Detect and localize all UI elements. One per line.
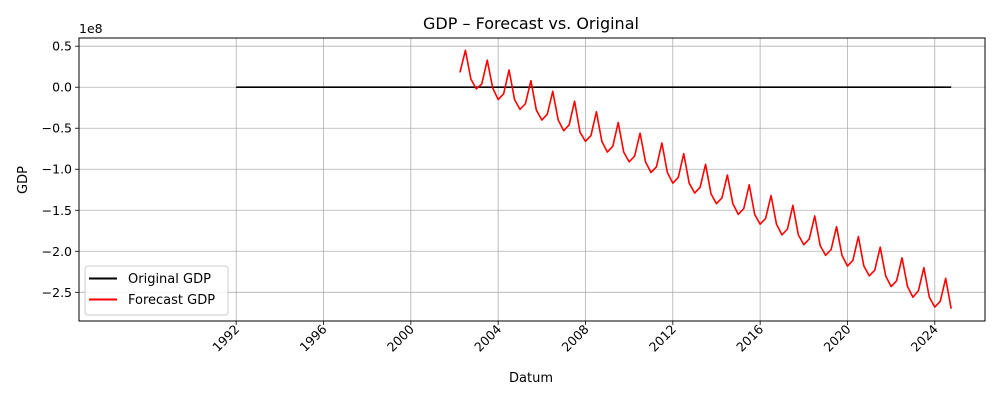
legend: Original GDP Forecast GDP (84, 265, 229, 316)
plot-area-frame (78, 37, 986, 322)
grid-lines (79, 38, 985, 321)
y-tick-label: −1.0 (42, 162, 72, 177)
y-tick-label: 0.5 (52, 39, 72, 54)
legend-label-original: Original GDP (128, 272, 211, 287)
x-axis-title: Datum (509, 371, 553, 386)
forecast-gdp-line (459, 49, 952, 309)
y-tick-label: −1.5 (42, 203, 72, 218)
y-tick-label: 0.0 (52, 80, 72, 95)
y-tick-label: −2.5 (42, 285, 72, 300)
y-tick-label: −0.5 (42, 121, 72, 136)
series-lines (236, 49, 952, 309)
y-offset-label: 1e8 (79, 21, 103, 36)
y-axis-title: GDP (16, 166, 31, 194)
y-tick-label: −2.0 (42, 244, 72, 259)
legend-box (84, 265, 229, 316)
legend-label-forecast: Forecast GDP (128, 293, 215, 308)
chart-title: GDP – Forecast vs. Original (423, 14, 639, 33)
